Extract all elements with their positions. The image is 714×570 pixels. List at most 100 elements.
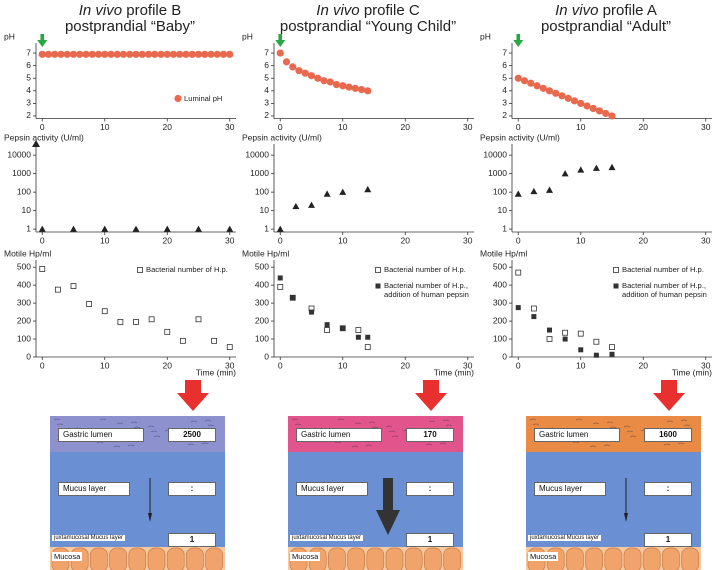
legend-entry: Bacterial number of H.p., addition of hu… bbox=[622, 281, 707, 299]
point bbox=[169, 50, 178, 58]
x-tick-label: 0 bbox=[278, 360, 283, 370]
legend-label: Luminal pH bbox=[184, 93, 223, 103]
mucosa-cell bbox=[328, 547, 346, 570]
x-tick-label: 10 bbox=[100, 122, 110, 132]
point bbox=[63, 50, 71, 58]
mucus-value: : bbox=[168, 482, 216, 496]
mucosa-cell bbox=[604, 547, 623, 570]
lumen-texture bbox=[368, 421, 376, 424]
point bbox=[117, 319, 124, 325]
point bbox=[355, 334, 361, 340]
lumen-texture bbox=[677, 442, 685, 445]
y-tick-label: 10000 bbox=[7, 149, 31, 159]
point bbox=[545, 87, 554, 95]
title-text: profile C bbox=[363, 2, 420, 19]
point bbox=[375, 267, 381, 273]
y-tick-label: 100 bbox=[493, 333, 507, 343]
point bbox=[101, 50, 109, 58]
point bbox=[132, 225, 140, 232]
point bbox=[301, 69, 309, 77]
mucosa-cell bbox=[662, 547, 680, 570]
mucosa-cell bbox=[681, 547, 699, 570]
lumen-texture bbox=[532, 423, 540, 426]
point bbox=[86, 301, 93, 307]
lumen-texture bbox=[603, 444, 611, 447]
point bbox=[226, 225, 234, 232]
point bbox=[595, 107, 604, 115]
point bbox=[307, 72, 316, 80]
lumen-texture bbox=[130, 421, 138, 424]
lumen-texture bbox=[187, 443, 195, 446]
panel-title: In vivo profile C bbox=[248, 2, 488, 19]
lumen-texture bbox=[365, 444, 373, 447]
point bbox=[592, 164, 600, 171]
x-tick-label: 30 bbox=[225, 235, 235, 245]
title-italic: In vivo bbox=[78, 2, 123, 19]
lumen-texture bbox=[133, 426, 141, 429]
point bbox=[613, 267, 619, 273]
point bbox=[323, 190, 331, 197]
point bbox=[531, 314, 537, 320]
mucosa-cell bbox=[385, 547, 404, 570]
x-tick-label: 20 bbox=[639, 235, 649, 245]
mucus-value: : bbox=[644, 482, 692, 496]
point bbox=[593, 338, 600, 345]
mucosa-cell bbox=[90, 547, 108, 570]
red-arrow bbox=[177, 380, 209, 411]
legend-entry: Bacterial number of H.p., addition of hu… bbox=[384, 281, 469, 299]
point bbox=[562, 336, 568, 342]
point bbox=[195, 316, 202, 323]
y-tick-label: 500 bbox=[17, 261, 31, 271]
y-tick-label: 6 bbox=[26, 60, 31, 70]
point bbox=[138, 50, 146, 58]
point bbox=[533, 82, 541, 90]
x-tick-label: 10 bbox=[338, 122, 348, 132]
x-tick-label: 0 bbox=[278, 235, 283, 245]
lumen-texture bbox=[575, 418, 583, 421]
point bbox=[561, 170, 569, 177]
point bbox=[148, 316, 155, 323]
lumen-texture bbox=[629, 435, 637, 438]
point bbox=[514, 190, 522, 197]
x-tick-label: 20 bbox=[163, 235, 173, 245]
point bbox=[324, 322, 330, 328]
x-tick-label: 30 bbox=[225, 122, 235, 132]
mucus-layer bbox=[288, 450, 463, 547]
mucus-label: Mucus layer bbox=[534, 482, 606, 496]
point bbox=[520, 77, 529, 85]
y-tick-label: 100 bbox=[493, 186, 507, 196]
mucosa-label: Mucosa bbox=[528, 552, 559, 561]
point bbox=[339, 188, 347, 195]
lumen-texture bbox=[56, 423, 64, 426]
point bbox=[309, 309, 314, 315]
point bbox=[290, 295, 296, 301]
x-tick-label: 10 bbox=[576, 122, 586, 132]
y-tick-label: 100 bbox=[255, 333, 269, 343]
point bbox=[527, 79, 535, 87]
lumen-texture bbox=[334, 441, 342, 444]
mucus-label: Mucus layer bbox=[296, 482, 368, 496]
point bbox=[82, 50, 90, 58]
y-tick-label: 3 bbox=[26, 98, 31, 108]
mucus-layer bbox=[50, 450, 225, 547]
point bbox=[589, 104, 597, 113]
x-tick-label: 0 bbox=[516, 122, 521, 132]
point bbox=[70, 225, 77, 232]
point bbox=[174, 94, 182, 103]
lumen-texture bbox=[680, 419, 688, 422]
lumen-value: 170 bbox=[406, 428, 454, 442]
panel-subtitle: postprandial “Adult” bbox=[540, 18, 672, 35]
point bbox=[577, 99, 585, 107]
lumen-texture bbox=[53, 418, 61, 421]
lumen-texture bbox=[428, 420, 436, 423]
x-tick-label: 0 bbox=[40, 360, 45, 370]
y-tick-label: 400 bbox=[493, 279, 507, 289]
y-axis-label: pH bbox=[480, 31, 491, 41]
point bbox=[137, 267, 143, 273]
y-tick-label: 2 bbox=[26, 110, 31, 120]
point bbox=[39, 266, 46, 272]
point bbox=[332, 80, 341, 89]
x-tick-label: 30 bbox=[225, 360, 235, 370]
